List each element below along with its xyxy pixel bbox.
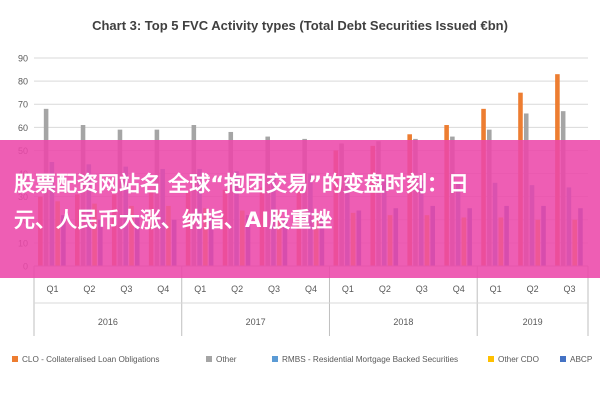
x-tick-label: Q2: [83, 284, 95, 294]
year-label: 2018: [393, 317, 413, 327]
x-tick-label: Q1: [46, 284, 58, 294]
legend: CLO - Collateralised Loan Obligations Oth…: [12, 355, 593, 364]
y-tick-label: 80: [18, 77, 28, 87]
x-tick-label: Q3: [120, 284, 132, 294]
legend-label: ABCP: [570, 355, 593, 364]
overlay-banner-text: 股票配资网站名 全球“抱团交易”的变盘时刻：日 元、人民币大涨、纳指、AI股重挫: [14, 172, 469, 232]
legend-swatch: [272, 356, 278, 362]
y-tick-label: 60: [18, 123, 28, 133]
year-label: 2017: [246, 317, 266, 327]
x-tick-label: Q4: [157, 284, 169, 294]
legend-swatch: [12, 356, 18, 362]
legend-label: Other: [216, 355, 237, 364]
chart-title: Chart 3: Top 5 FVC Activity types (Total…: [92, 18, 508, 33]
overlay-banner: 股票配资网站名 全球“抱团交易”的变盘时刻：日 元、人民币大涨、纳指、AI股重挫: [0, 140, 600, 278]
x-tick-label: Q3: [416, 284, 428, 294]
x-tick-label: Q4: [453, 284, 465, 294]
x-tick-label: Q1: [490, 284, 502, 294]
legend-label: RMBS - Residential Mortgage Backed Secur…: [282, 355, 458, 364]
x-tick-label: Q3: [268, 284, 280, 294]
legend-label: CLO - Collateralised Loan Obligations: [22, 355, 159, 364]
x-tick-label: Q4: [305, 284, 317, 294]
x-tick-label: Q3: [564, 284, 576, 294]
x-tick-label: Q1: [342, 284, 354, 294]
legend-label: Other CDO: [498, 355, 539, 364]
x-tick-label: Q2: [231, 284, 243, 294]
year-label: 2016: [98, 317, 118, 327]
x-tick-label: Q2: [379, 284, 391, 294]
year-label: 2019: [523, 317, 543, 327]
legend-swatch: [488, 356, 494, 362]
legend-swatch: [206, 356, 212, 362]
x-tick-label: Q2: [527, 284, 539, 294]
y-tick-label: 70: [18, 100, 28, 110]
y-tick-label: 90: [18, 54, 28, 64]
x-tick-label: Q1: [194, 284, 206, 294]
legend-swatch: [560, 356, 566, 362]
